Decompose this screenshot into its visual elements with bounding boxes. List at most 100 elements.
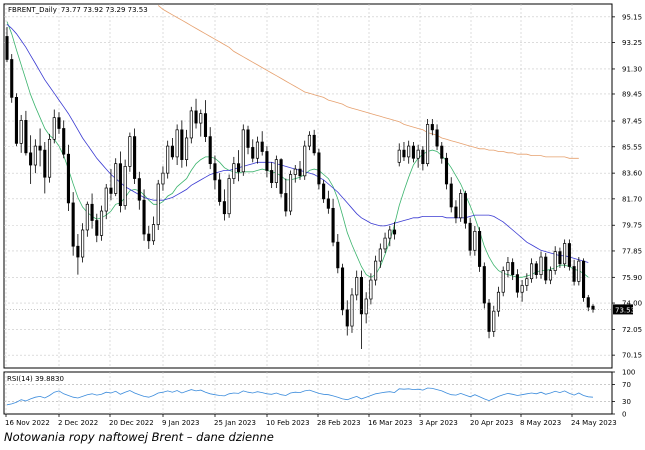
price-tick-label: 74.00 xyxy=(622,300,642,308)
candle xyxy=(539,251,543,279)
symbol-label: FBRENT_Daily xyxy=(8,6,57,14)
candle-body xyxy=(567,243,571,267)
candle-body xyxy=(359,276,363,315)
candle-body xyxy=(227,178,231,215)
candle-body xyxy=(76,245,80,258)
candle xyxy=(24,110,28,156)
rsi-line xyxy=(6,387,594,406)
candle-body xyxy=(558,251,562,265)
candle xyxy=(322,179,326,203)
price-tick-label: 87.45 xyxy=(622,118,642,126)
candle xyxy=(38,128,42,167)
candle-body xyxy=(71,202,75,247)
candle xyxy=(90,193,94,229)
candle-body xyxy=(511,262,515,275)
chart-header: FBRENT_Daily 73.77 73.92 73.29 73.53 xyxy=(8,6,148,14)
candle xyxy=(260,131,264,156)
candle xyxy=(492,305,496,337)
rsi-tick-label: 30 xyxy=(622,398,631,406)
candle-body xyxy=(19,120,23,144)
candle-body xyxy=(47,138,52,178)
candle-body xyxy=(307,134,312,147)
candle xyxy=(487,298,491,339)
candle-body xyxy=(322,183,326,200)
candle xyxy=(14,93,19,147)
rsi-tick-label: 70 xyxy=(622,381,631,389)
candle xyxy=(388,225,392,247)
candle-body xyxy=(312,134,316,154)
candle xyxy=(411,142,415,163)
candle xyxy=(203,100,208,143)
candle xyxy=(142,189,146,241)
candle xyxy=(496,286,501,317)
candle-body xyxy=(440,145,444,159)
candle xyxy=(213,155,217,190)
candle xyxy=(459,189,463,222)
price-tick-label: 75.90 xyxy=(622,274,642,282)
candle xyxy=(185,129,189,167)
candle xyxy=(392,221,397,240)
candle-body xyxy=(66,153,70,204)
candle-body xyxy=(586,297,590,308)
candle xyxy=(274,155,278,189)
ohlc-values: 73.77 73.92 73.29 73.53 xyxy=(61,6,148,14)
candle xyxy=(62,120,66,159)
candle-body xyxy=(142,199,146,235)
candle-body xyxy=(147,233,151,242)
candle xyxy=(81,223,85,263)
time-tick-label: 25 Jan 2023 xyxy=(214,419,256,427)
candle-body xyxy=(123,166,127,206)
candle xyxy=(104,183,108,220)
price-tick-label: 91.30 xyxy=(622,65,642,73)
candle-body xyxy=(525,278,529,286)
price-tick-label: 93.25 xyxy=(622,39,642,47)
candle xyxy=(270,162,274,189)
candle-body xyxy=(496,291,501,312)
candle xyxy=(440,142,444,164)
candle-body xyxy=(383,237,387,250)
candle-body xyxy=(388,229,392,239)
candle xyxy=(355,270,359,301)
candle xyxy=(227,174,231,218)
candle-body xyxy=(506,262,510,271)
time-tick-label: 24 May 2023 xyxy=(571,419,617,427)
candle-body xyxy=(175,129,179,158)
candle-body xyxy=(95,220,99,236)
rsi-indicator: 100 70 30 0 RSI(14) 39.8830 xyxy=(4,369,635,419)
candle xyxy=(288,170,293,216)
candle xyxy=(137,171,141,210)
candle xyxy=(57,112,61,134)
candle-body xyxy=(57,117,61,129)
time-tick-label: 20 Apr 2023 xyxy=(470,419,513,427)
candle xyxy=(118,151,122,213)
price-grid: 95.15 93.25 91.30 89.45 87.45 85.55 83.60 81.70… xyxy=(4,13,642,360)
candle-body xyxy=(421,149,425,165)
candle xyxy=(298,160,302,180)
candle xyxy=(123,159,127,210)
candle xyxy=(553,246,557,275)
moving-averages xyxy=(6,5,589,278)
candle-body xyxy=(99,210,104,236)
candle-body xyxy=(326,198,330,209)
candle-body xyxy=(303,145,307,177)
candle xyxy=(312,129,316,156)
candle xyxy=(307,131,312,151)
candle-body xyxy=(468,222,472,251)
candle xyxy=(525,273,529,291)
candle xyxy=(194,98,198,129)
candle-body xyxy=(222,201,226,215)
candle xyxy=(426,119,430,167)
candle-body xyxy=(185,137,189,160)
candles xyxy=(5,27,595,350)
candle-body xyxy=(397,149,401,163)
time-tick-label: 16 Mar 2023 xyxy=(368,419,412,427)
candle xyxy=(265,146,269,178)
candle xyxy=(326,190,330,214)
candle xyxy=(66,144,70,212)
candle xyxy=(454,200,458,224)
candle-body xyxy=(199,113,203,124)
candle xyxy=(397,143,401,167)
candle-body xyxy=(189,110,193,139)
candle-body xyxy=(548,270,553,281)
candle-body xyxy=(151,224,156,242)
